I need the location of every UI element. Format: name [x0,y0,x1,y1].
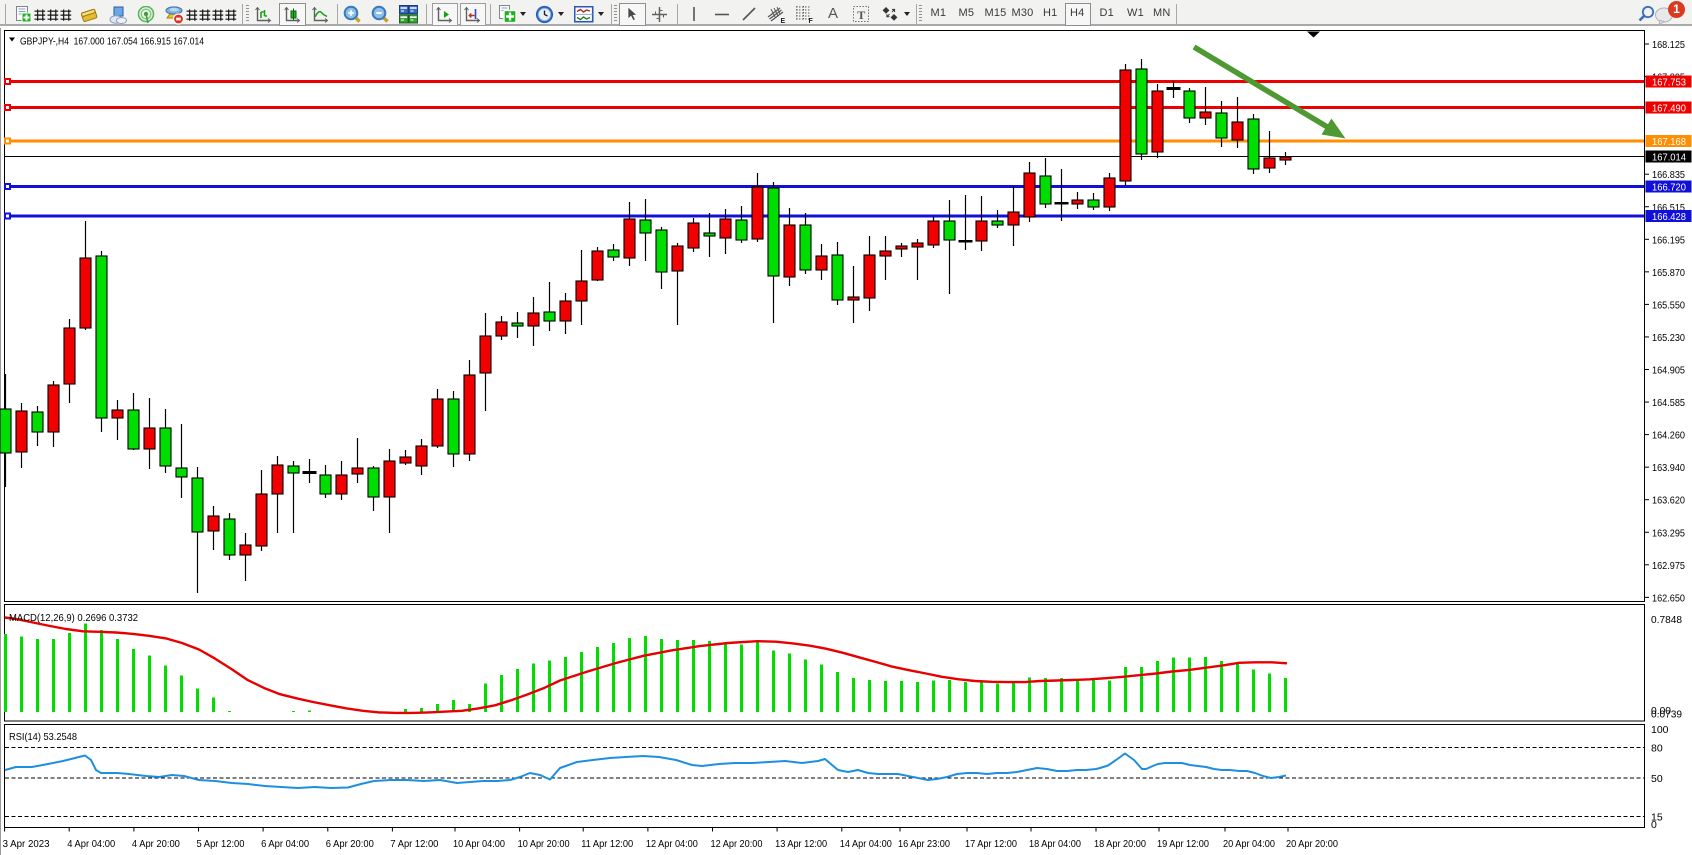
svg-text:167.168: 167.168 [1652,136,1686,148]
svg-text:MACD(12,26,9) 0.2696 0.3732: MACD(12,26,9) 0.2696 0.3732 [9,612,138,624]
svg-text:0.7848: 0.7848 [1651,614,1682,626]
svg-text:0.00: 0.00 [1651,705,1671,717]
svg-text:163.620: 163.620 [1652,495,1685,507]
svg-text:164.585: 164.585 [1652,397,1685,409]
svg-text:RSI(14) 53.2548: RSI(14) 53.2548 [9,731,77,743]
svg-text:100: 100 [1651,724,1669,736]
svg-text:166.835: 166.835 [1652,169,1685,181]
svg-text:165.870: 165.870 [1652,267,1685,279]
svg-text:T: T [857,8,865,22]
svg-text:166.428: 166.428 [1652,211,1686,223]
svg-text:12 Apr 20:00: 12 Apr 20:00 [711,838,763,850]
svg-text:12 Apr 04:00: 12 Apr 04:00 [646,838,698,850]
svg-text:15: 15 [1651,812,1663,824]
svg-text:F: F [809,18,814,24]
svg-text:19 Apr 12:00: 19 Apr 12:00 [1157,838,1209,850]
svg-text:10 Apr 20:00: 10 Apr 20:00 [518,838,570,850]
svg-text:164.905: 164.905 [1652,365,1685,377]
svg-text:0: 0 [1651,819,1657,831]
svg-text:11 Apr 12:00: 11 Apr 12:00 [581,838,633,850]
svg-text:167.014: 167.014 [1652,152,1686,164]
svg-text:20 Apr 04:00: 20 Apr 04:00 [1223,838,1275,850]
svg-text:10 Apr 04:00: 10 Apr 04:00 [453,838,505,850]
svg-text:18 Apr 20:00: 18 Apr 20:00 [1094,838,1146,850]
svg-text:6 Apr 20:00: 6 Apr 20:00 [326,838,374,850]
svg-text:GBPJPY-,H4 167.000 167.054 16: GBPJPY-,H4 167.000 167.054 166.915 167.0… [20,36,204,48]
svg-text:166.195: 166.195 [1652,234,1685,246]
svg-text:5 Apr 12:00: 5 Apr 12:00 [197,838,245,850]
svg-text:168.125: 168.125 [1652,39,1685,51]
svg-text:7 Apr 12:00: 7 Apr 12:00 [390,838,438,850]
svg-text:162.650: 162.650 [1652,592,1685,604]
svg-text:4 Apr 20:00: 4 Apr 20:00 [132,838,180,850]
svg-text:18 Apr 04:00: 18 Apr 04:00 [1029,838,1081,850]
svg-text:E: E [781,18,786,24]
svg-text:166.720: 166.720 [1652,182,1686,194]
svg-text:80: 80 [1651,743,1663,755]
svg-text:50: 50 [1651,773,1663,785]
svg-text:167.753: 167.753 [1652,77,1686,89]
svg-text:6 Apr 04:00: 6 Apr 04:00 [261,838,309,850]
svg-text:20 Apr 20:00: 20 Apr 20:00 [1286,838,1338,850]
svg-text:163.940: 163.940 [1652,462,1685,474]
svg-text:167.490: 167.490 [1652,103,1686,115]
svg-text:0.0739: 0.0739 [1651,709,1682,721]
svg-text:16 Apr 23:00: 16 Apr 23:00 [898,838,950,850]
svg-text:4 Apr 04:00: 4 Apr 04:00 [67,838,115,850]
svg-text:165.230: 165.230 [1652,332,1685,344]
svg-text:13 Apr 12:00: 13 Apr 12:00 [775,838,827,850]
svg-text:14 Apr 04:00: 14 Apr 04:00 [840,838,892,850]
svg-text:17 Apr 12:00: 17 Apr 12:00 [965,838,1017,850]
svg-text:165.550: 165.550 [1652,299,1685,311]
svg-text:162.975: 162.975 [1652,560,1685,572]
svg-text:3 Apr 2023: 3 Apr 2023 [3,838,50,850]
svg-text:163.295: 163.295 [1652,527,1685,539]
svg-text:164.260: 164.260 [1652,430,1685,442]
